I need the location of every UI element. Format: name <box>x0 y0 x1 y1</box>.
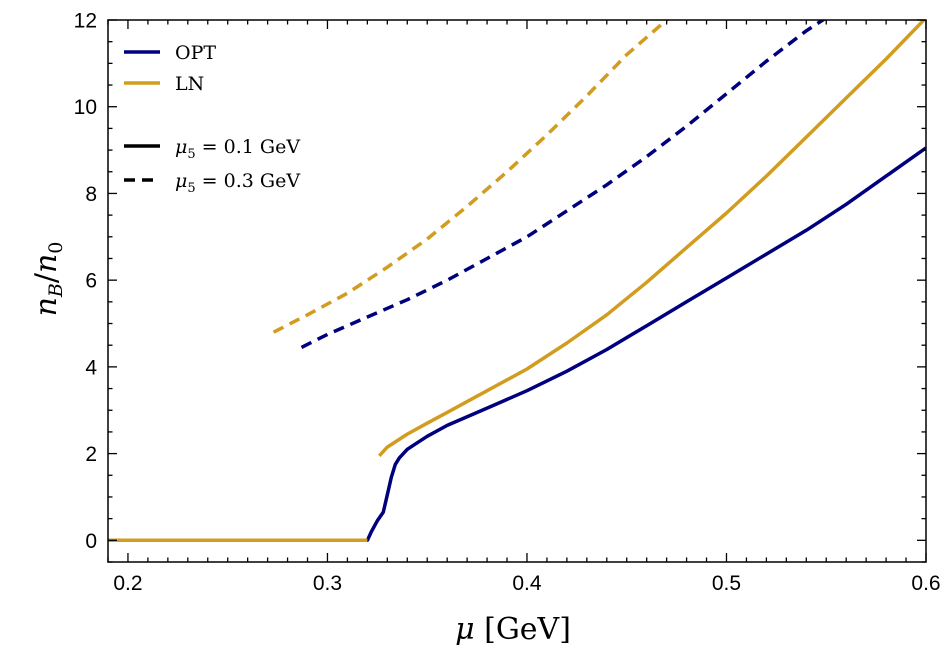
y-tick-label: 2 <box>85 443 97 466</box>
y-tick-label: 10 <box>74 96 97 119</box>
series-layer <box>108 20 926 543</box>
legend: OPT LN μ5 = 0.1 GeV μ5 = 0.3 GeV <box>124 42 300 196</box>
series-line-ln-mu5-0p1-2 <box>378 20 926 457</box>
x-axis-label: μ [GeV] <box>455 612 571 647</box>
y-tick-label: 6 <box>85 270 97 293</box>
series-line-opt-mu5-0p1-0 <box>108 146 926 543</box>
legend-label-ln: LN <box>175 73 204 95</box>
y-tick-label: 4 <box>85 356 97 379</box>
x-tick-label: 0.3 <box>313 572 342 595</box>
legend-label-solid: μ5 = 0.1 GeV <box>175 136 300 162</box>
x-tick-label: 0.2 <box>113 572 142 595</box>
plot-frame <box>107 19 927 563</box>
y-tick-label: 0 <box>85 530 97 553</box>
series-line-opt-mu5-0p3-3 <box>300 20 827 349</box>
y-tick-label: 8 <box>85 183 97 206</box>
x-tick-label: 0.6 <box>911 572 940 595</box>
legend-label-dashed: μ5 = 0.3 GeV <box>175 170 300 196</box>
series-line-ln-mu5-0p3-4 <box>272 20 670 334</box>
y-axis-label: nB/n0 <box>29 242 67 317</box>
x-tick-label: 0.5 <box>712 572 741 595</box>
legend-label-opt: OPT <box>175 42 216 64</box>
tick-layer: 0.2 0.3 0.4 0.5 0.6 0 2 4 6 8 10 12 <box>74 10 941 596</box>
y-tick-label: 12 <box>74 10 97 33</box>
x-tick-label: 0.4 <box>512 572 542 595</box>
